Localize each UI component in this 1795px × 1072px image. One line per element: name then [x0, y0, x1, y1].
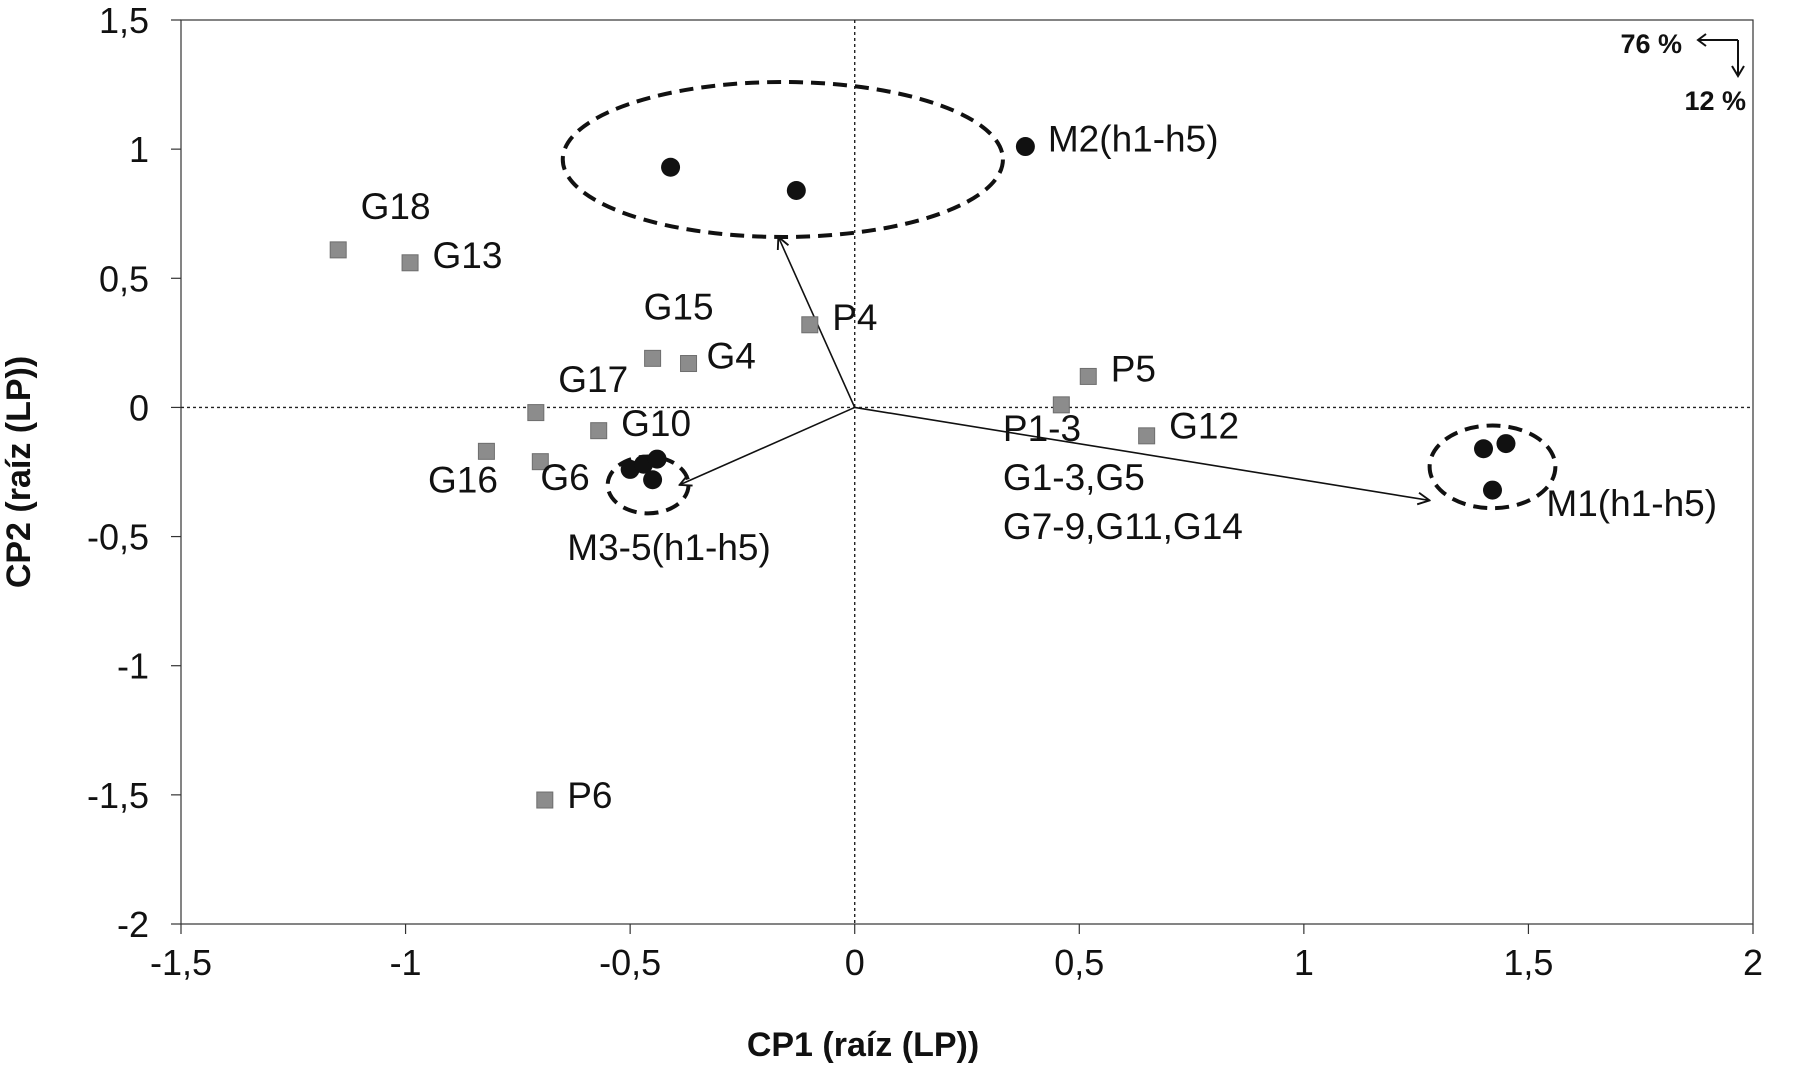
- point-label: G10: [621, 403, 691, 444]
- circle-data-point: [1474, 439, 1494, 459]
- point-label: G4: [706, 336, 755, 377]
- point-label: G7-9,G11,G14: [1003, 506, 1243, 547]
- square-data-point: [1052, 396, 1070, 414]
- circle-data-point: [786, 180, 806, 200]
- square-data-point: [590, 422, 608, 440]
- square-data-point: [801, 316, 819, 334]
- variance-arrow-down-head: [1731, 65, 1745, 78]
- cp1-variance-label: 76 %: [1620, 29, 1682, 59]
- y-tick-label: -1,5: [87, 775, 149, 816]
- point-label: G1-3,G5: [1003, 457, 1145, 498]
- x-tick-label: 2: [1743, 942, 1763, 983]
- square-data-point: [644, 349, 662, 367]
- cp2-variance-label: 12 %: [1684, 86, 1746, 116]
- square-data-point: [536, 791, 554, 809]
- point-label: G13: [433, 235, 503, 276]
- loading-vector-arrow: [680, 406, 856, 484]
- circle-data-point: [661, 157, 681, 177]
- x-tick-label: -1,5: [150, 942, 212, 983]
- y-tick-label: 1: [129, 129, 149, 170]
- circle-data-point: [1482, 480, 1502, 500]
- x-tick-label: -0,5: [599, 942, 661, 983]
- circle-data-point: [1496, 434, 1516, 454]
- x-tick-label: 0,5: [1054, 942, 1104, 983]
- point-label: G17: [558, 359, 628, 400]
- circle-data-point: [1015, 137, 1035, 157]
- point-label: G6: [540, 457, 589, 498]
- y-tick-label: 1,5: [99, 0, 149, 41]
- square-data-point: [1138, 427, 1156, 445]
- point-label: P4: [832, 297, 877, 338]
- point-label: P1-3: [1003, 408, 1081, 449]
- square-data-point: [531, 453, 549, 471]
- point-label: G16: [428, 460, 498, 501]
- point-label: P6: [567, 775, 612, 816]
- point-label: G12: [1169, 405, 1239, 446]
- plot-area: [180, 19, 1754, 925]
- cluster-ellipse: [1427, 423, 1558, 511]
- variance-arrow-left-head: [1696, 33, 1707, 47]
- variance-explained-note: 76 % 12 %: [1620, 29, 1746, 116]
- point-label: G18: [361, 186, 431, 227]
- point-label: G15: [644, 287, 714, 328]
- x-tick-label: -1: [390, 942, 422, 983]
- point-label: M3-5(h1-h5): [567, 527, 771, 568]
- square-data-point: [329, 241, 347, 259]
- square-data-point: [527, 404, 545, 422]
- point-label: M1(h1-h5): [1546, 483, 1717, 524]
- x-tick-label: 0: [845, 942, 865, 983]
- y-tick-label: -0,5: [87, 517, 149, 558]
- x-axis-title: CP1 (raíz (LP)): [747, 1026, 979, 1064]
- x-tick-label: 1: [1294, 942, 1314, 983]
- point-label: P5: [1111, 349, 1156, 390]
- y-tick-label: 0,5: [99, 258, 149, 299]
- y-tick-label: 0: [129, 387, 149, 428]
- y-tick-label: -2: [117, 904, 149, 945]
- x-tick-label: 1,5: [1503, 942, 1553, 983]
- square-data-point: [477, 442, 495, 460]
- circle-data-point: [643, 470, 663, 490]
- square-data-point: [680, 355, 698, 373]
- y-axis-title: CP2 (raíz (LP)): [0, 356, 38, 588]
- square-data-point: [401, 254, 419, 272]
- loading-vector-arrow: [854, 406, 1430, 500]
- circle-data-point: [647, 449, 667, 469]
- point-label: M2(h1-h5): [1048, 119, 1219, 160]
- square-data-point: [1079, 367, 1097, 385]
- y-tick-label: -1: [117, 646, 149, 687]
